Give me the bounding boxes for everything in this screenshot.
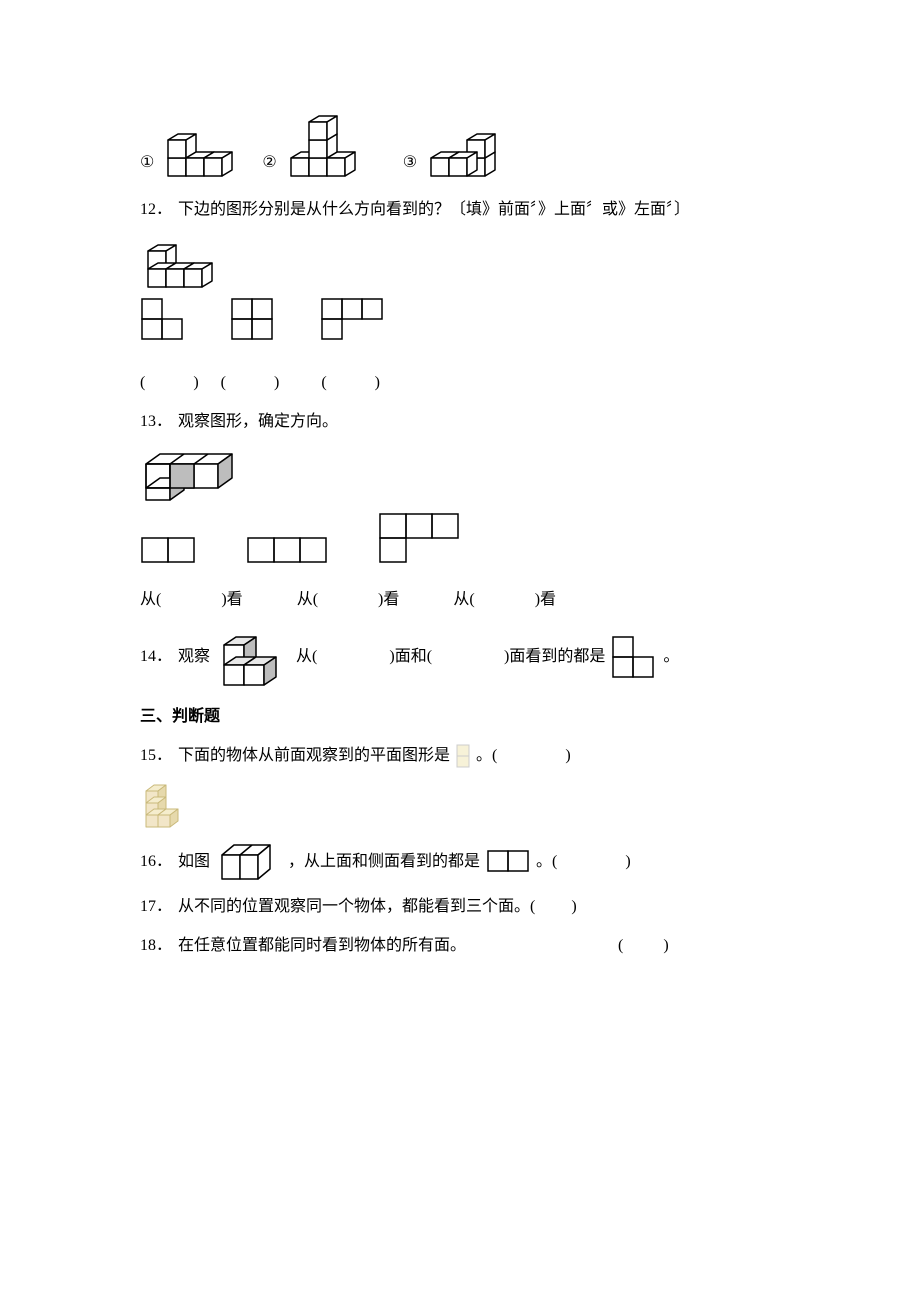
q16-3d — [216, 837, 282, 885]
q15-c: ) — [565, 738, 570, 773]
q12-p1: ( ) — [140, 365, 199, 400]
q13-3d-svg — [140, 446, 260, 502]
q12-num: 12． — [140, 192, 172, 227]
q13-line: 13． 观察图形，确定方向。 — [140, 404, 780, 439]
q16-view — [486, 849, 530, 873]
q11-label-1: ① — [140, 145, 154, 180]
q12-view-b — [230, 297, 292, 341]
q12-view-a — [140, 297, 202, 341]
q11-label-2: ② — [262, 145, 276, 180]
q18-num: 18． — [140, 928, 172, 963]
q13-3d — [140, 446, 780, 502]
q12-line: 12． 下边的图形分别是从什么方向看到的？〔填》前面〞》上面〞或》左面〞〕 — [140, 192, 780, 227]
q15-3d — [140, 777, 780, 833]
q12-text: 下边的图形分别是从什么方向看到的？〔填》前面〞》上面〞或》左面〞〕 — [178, 192, 690, 227]
q17-line: 17． 从不同的位置观察同一个物体，都能看到三个面。( ) — [140, 889, 780, 924]
q11-figures: ① ② — [140, 114, 780, 180]
q16-num: 16． — [140, 844, 172, 879]
q13-b2a: 从( — [297, 582, 318, 617]
q13-text: 观察图形，确定方向。 — [178, 404, 338, 439]
q14-view — [611, 635, 657, 679]
q16-c: 。( — [536, 844, 557, 879]
q12-3d — [140, 233, 780, 291]
q13-blanks: 从( )看 从( )看 从( )看 — [140, 582, 780, 617]
q14-e: 。 — [663, 639, 679, 674]
q15-a: 下面的物体从前面观察到的平面图形是 — [178, 738, 450, 773]
q11-fig1 — [160, 114, 238, 180]
q14-3d — [216, 625, 290, 689]
q13-num: 13． — [140, 404, 172, 439]
q14-line: 14． 观察 从( )面和( )面看到的都是 — [140, 625, 780, 689]
q12-view-c — [320, 297, 404, 341]
q18-line: 18． 在任意位置都能同时看到物体的所有面。 ( ) — [140, 928, 780, 963]
q12-blanks: ( ) ( ) ( ) — [140, 365, 780, 400]
q13-b3b: )看 — [535, 582, 556, 617]
q15-tiny — [456, 744, 470, 768]
q11-label-3: ③ — [403, 145, 417, 180]
q14-d: )面看到的都是 — [504, 639, 605, 674]
q14-b: 从( — [296, 639, 317, 674]
q15-line: 15． 下面的物体从前面观察到的平面图形是 。( ) — [140, 738, 780, 773]
q18-b: ( ) — [618, 928, 669, 963]
q15-num: 15． — [140, 738, 172, 773]
q16-a: 如图 — [178, 844, 210, 879]
q18-a: 在任意位置都能同时看到物体的所有面。 — [178, 928, 466, 963]
q13-b3a: 从( — [453, 582, 474, 617]
q13-view-a — [140, 536, 196, 564]
q14-num: 14． — [140, 639, 172, 674]
q16-b: ，从上面和侧面看到的都是 — [288, 844, 480, 879]
q13-views — [140, 512, 780, 564]
q16-d: ) — [625, 844, 630, 879]
q11-fig3 — [423, 114, 519, 180]
q17-num: 17． — [140, 889, 172, 924]
q15-b: 。( — [476, 738, 497, 773]
q12-views — [140, 297, 780, 341]
section3: 三、判断题 — [140, 699, 780, 734]
section3-title: 三、判断题 — [140, 699, 220, 734]
q13-b1a: 从( — [140, 582, 161, 617]
q12-p3: ( ) — [321, 365, 380, 400]
q14-c: )面和( — [389, 639, 432, 674]
q12-3d-svg — [140, 233, 226, 291]
q13-b1b: )看 — [221, 582, 242, 617]
q16-line: 16． 如图 ，从上面和侧面看到的都是 。( ) — [140, 837, 780, 885]
q12-p2: ( ) — [221, 365, 280, 400]
q13-b2b: )看 — [378, 582, 399, 617]
q13-view-c — [378, 512, 486, 564]
q11-fig2 — [283, 114, 379, 180]
q13-view-b — [246, 536, 328, 564]
q17-text: 从不同的位置观察同一个物体，都能看到三个面。( ) — [178, 889, 577, 924]
q15-3d-svg — [140, 777, 180, 833]
page-content: ① ② — [0, 0, 920, 1028]
q14-a: 观察 — [178, 639, 210, 674]
